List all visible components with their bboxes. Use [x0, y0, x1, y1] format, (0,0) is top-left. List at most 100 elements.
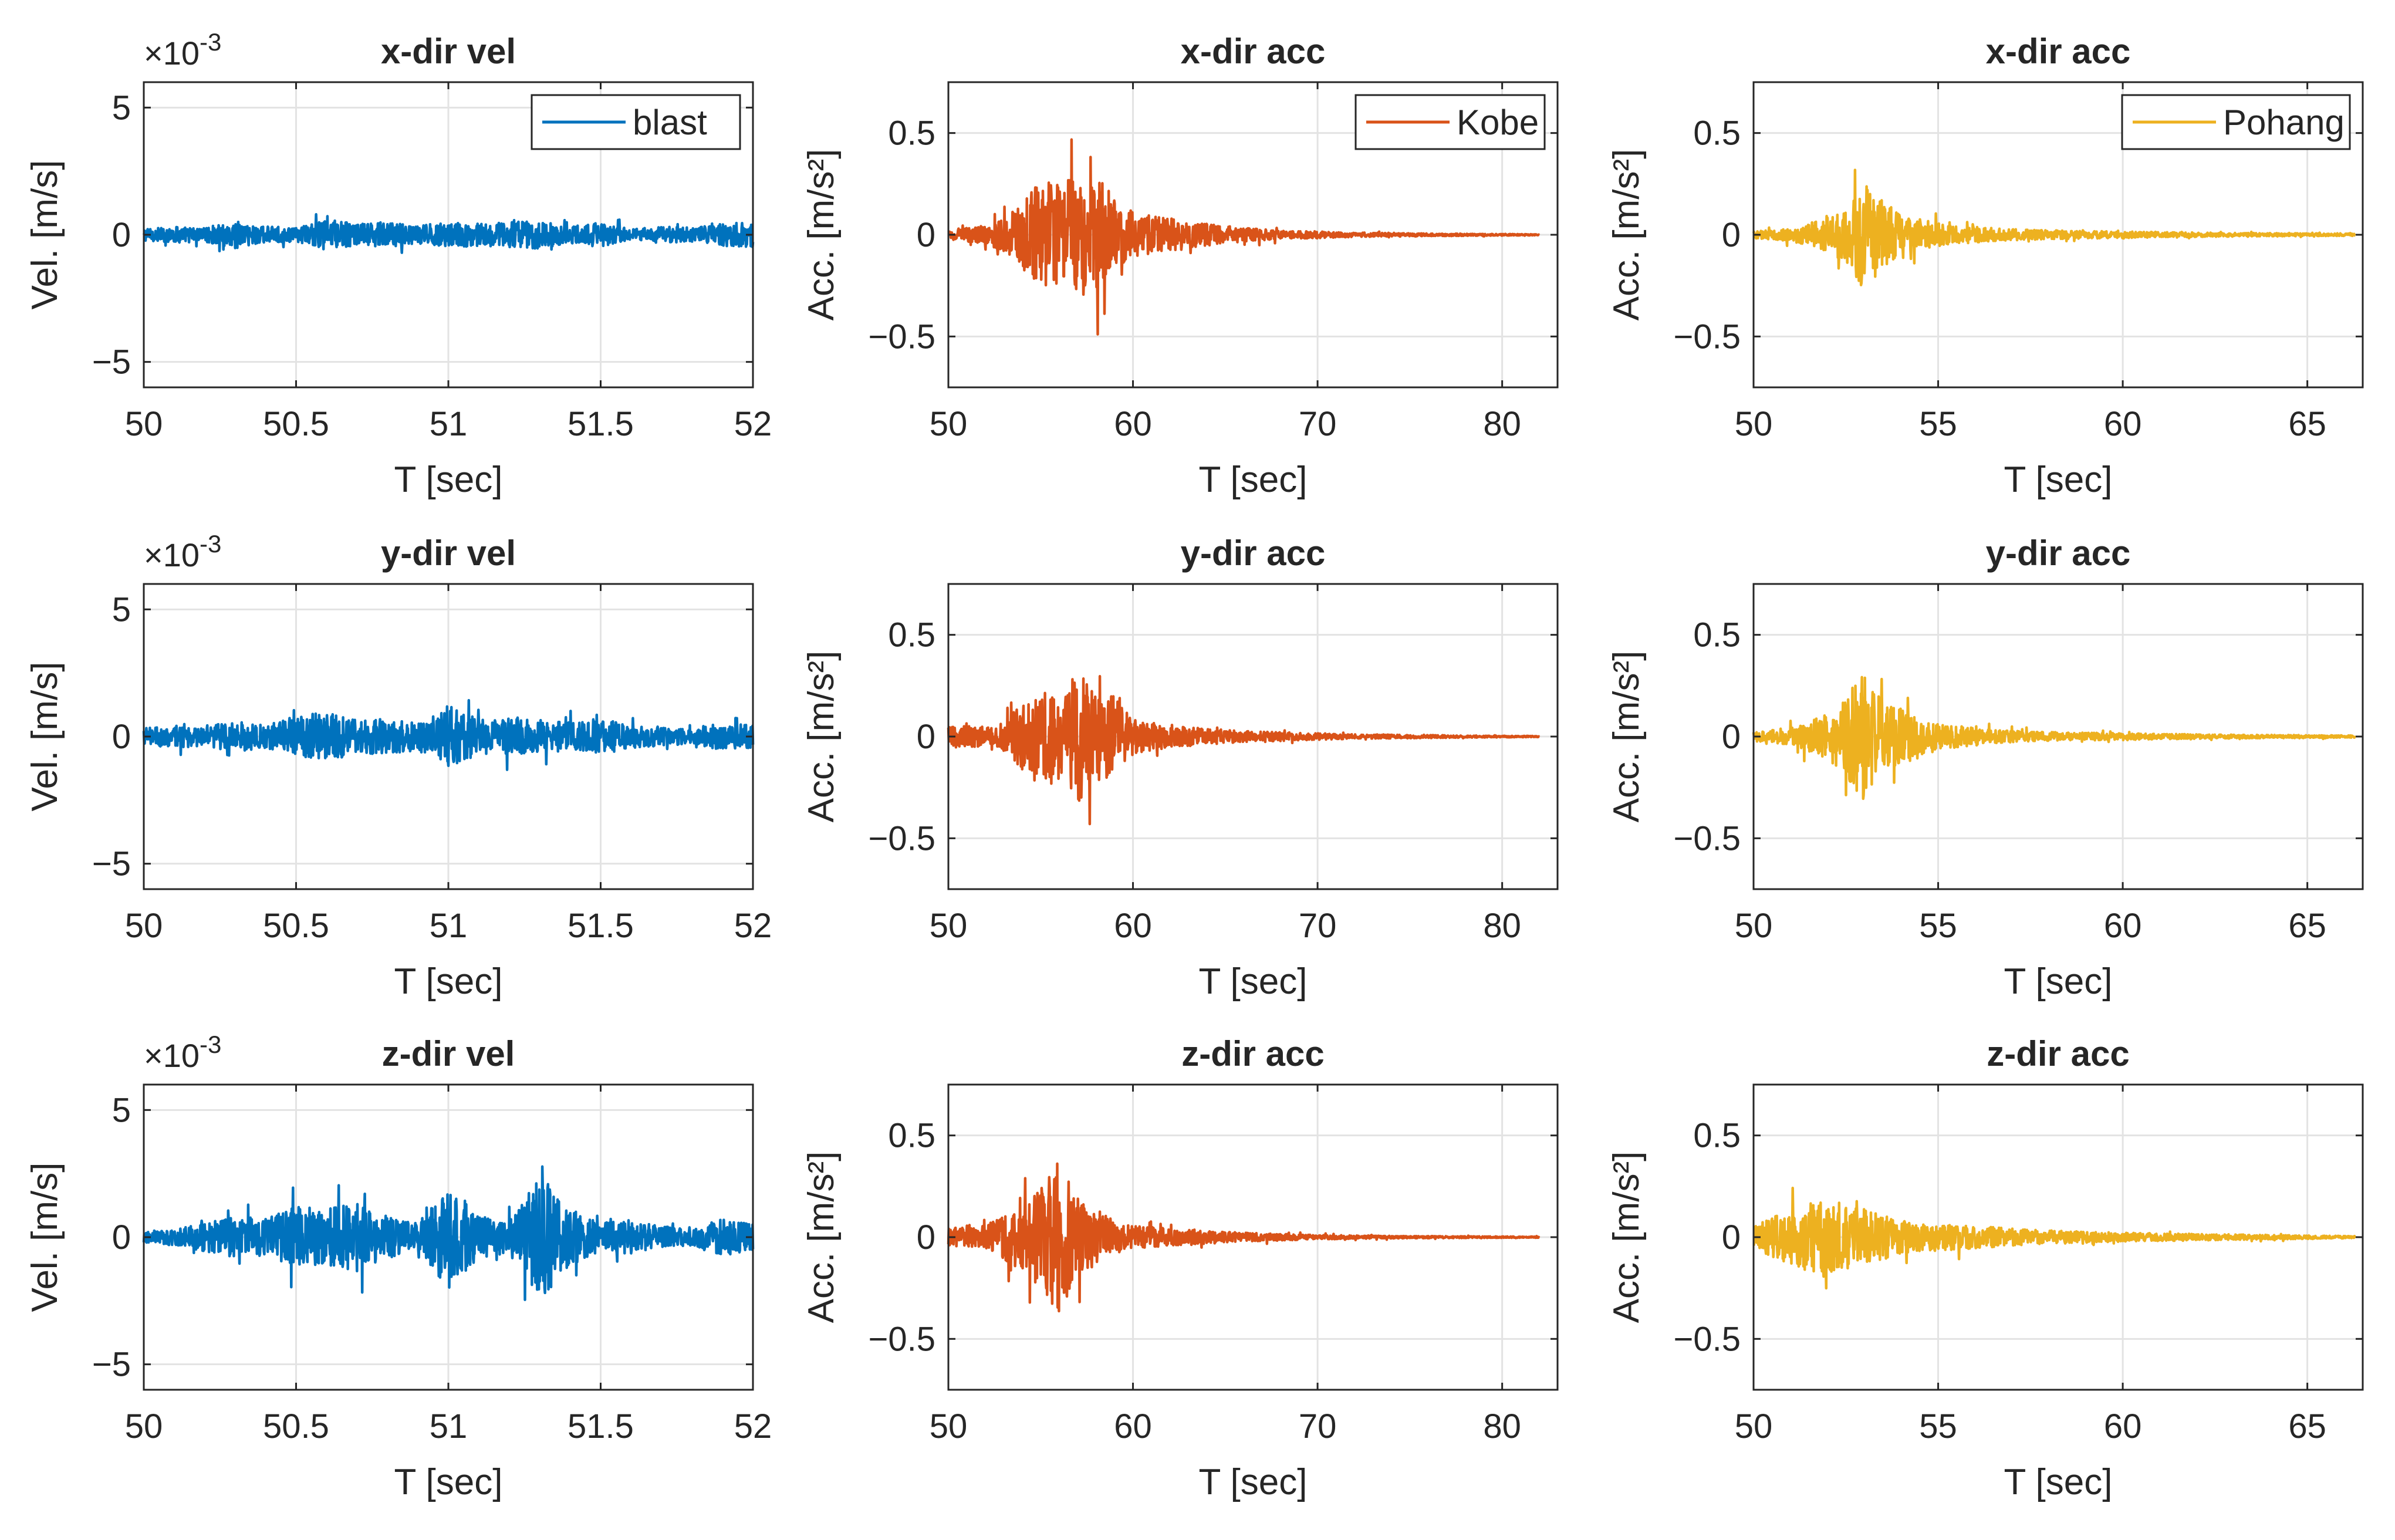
y-axis-label: Acc. [m/s²]	[801, 1151, 842, 1323]
x-tick-label: 51.5	[567, 405, 634, 443]
y-tick-label: −0.5	[869, 819, 936, 857]
x-tick-label: 50	[1735, 405, 1773, 443]
legend: Kobe	[1354, 94, 1546, 150]
x-tick-label: 50	[125, 405, 163, 443]
legend-entry-label: Kobe	[1457, 103, 1539, 142]
x-tick-label: 70	[1299, 1407, 1337, 1446]
x-tick-label: 51	[430, 907, 468, 945]
y-tick-label: −0.5	[1674, 1320, 1741, 1358]
x-tick-label: 50	[1735, 907, 1773, 945]
x-tick-label: 60	[2104, 907, 2142, 945]
x-axis-label: T [sec]	[1199, 961, 1308, 1002]
x-tick-label: 70	[1299, 907, 1337, 945]
y-tick-label: 5	[112, 590, 131, 629]
chart-title: x-dir acc	[1181, 32, 1326, 71]
y-tick-label: 0	[1722, 1218, 1741, 1257]
signal-line-series	[947, 675, 1541, 826]
x-tick-label: 50	[125, 1407, 163, 1446]
y-exponent-label: ×10-3	[144, 28, 221, 72]
chart-panel-4: 50 50.5 51 51.5 52 −5 0 5 y-dir vel T [sec] Vel. […	[25, 530, 772, 1002]
legend-entry-label: Pohang	[2223, 103, 2345, 142]
y-axis-label: Vel. [m/s]	[25, 1163, 65, 1312]
y-tick-label: −0.5	[1674, 318, 1741, 356]
y-tick-label: 5	[112, 89, 131, 127]
x-tick-label: 80	[1483, 907, 1521, 945]
chart-panel-3: 50 55 60 65 −0.5 0 0.5 x-dir acc T [sec] Acc. [m/…	[1606, 32, 2364, 500]
y-exponent-power: -3	[200, 28, 221, 56]
legend: Pohang	[2121, 94, 2351, 150]
x-tick-label: 55	[1919, 405, 1957, 443]
x-axis-label: T [sec]	[1199, 1462, 1308, 1502]
chart-panel-6: 50 55 60 65 −0.5 0 0.5 y-dir acc T [sec] Acc. [m/…	[1606, 533, 2364, 1002]
x-tick-label: 50.5	[263, 405, 329, 443]
x-tick-label: 50	[930, 405, 968, 443]
y-tick-label: −0.5	[869, 318, 936, 356]
x-tick-label: 51.5	[567, 1407, 634, 1446]
x-tick-label: 50.5	[263, 1407, 329, 1446]
x-axis-label: T [sec]	[2004, 1462, 2113, 1502]
y-tick-label: 0	[917, 718, 935, 756]
x-tick-label: 50	[930, 907, 968, 945]
x-tick-label: 51.5	[567, 907, 634, 945]
x-tick-label: 60	[2104, 1407, 2142, 1446]
y-tick-label: −0.5	[1674, 819, 1741, 857]
x-tick-label: 51	[430, 1407, 468, 1446]
signal-line-kobe	[947, 138, 1541, 336]
x-tick-label: 80	[1483, 405, 1521, 443]
y-tick-label: −0.5	[869, 1320, 936, 1358]
y-axis-label: Acc. [m/s²]	[801, 149, 842, 321]
y-tick-label: −5	[92, 845, 131, 883]
chart-title: y-dir acc	[1181, 533, 1326, 573]
y-tick-label: 0.5	[1693, 114, 1741, 153]
y-tick-label: 0	[1722, 718, 1741, 756]
y-tick-label: 0	[1722, 216, 1741, 254]
y-tick-label: 0	[917, 1218, 935, 1257]
signal-line-pohang	[1752, 168, 2356, 286]
chart-title: y-dir vel	[381, 533, 516, 573]
x-tick-label: 52	[734, 405, 772, 443]
x-axis-label: T [sec]	[2004, 460, 2113, 500]
x-axis-label: T [sec]	[394, 961, 503, 1002]
x-tick-label: 60	[1114, 1407, 1152, 1446]
y-axis-label: Acc. [m/s²]	[1606, 1151, 1647, 1323]
y-exponent-label: ×10-3	[144, 1031, 221, 1074]
x-axis-label: T [sec]	[2004, 961, 2113, 1002]
chart-panel-8: 50 60 70 80 −0.5 0 0.5 z-dir acc T [sec] Acc. [m/…	[801, 1034, 1559, 1502]
y-tick-label: 0	[112, 216, 131, 254]
x-tick-label: 65	[2288, 1407, 2326, 1446]
x-tick-label: 50	[125, 907, 163, 945]
chart-title: y-dir acc	[1986, 533, 2131, 573]
y-tick-label: −5	[92, 1346, 131, 1384]
chart-title: z-dir acc	[1181, 1034, 1324, 1073]
x-tick-label: 70	[1299, 405, 1337, 443]
x-axis-label: T [sec]	[1199, 460, 1308, 500]
y-tick-label: 0.5	[888, 114, 935, 153]
signal-line-series	[1752, 676, 2357, 801]
chart-panel-1: 50 50.5 51 51.5 52 −5 0 5 x-dir vel T [sec] Vel. […	[25, 28, 772, 500]
signal-line-series	[142, 1165, 755, 1301]
x-tick-label: 55	[1919, 907, 1957, 945]
chart-panel-5: 50 60 70 80 −0.5 0 0.5 y-dir acc T [sec] Acc. [m/…	[801, 533, 1559, 1002]
y-tick-label: 0.5	[888, 1117, 935, 1155]
chart-title: x-dir acc	[1986, 32, 2131, 71]
chart-title: z-dir acc	[1987, 1034, 2129, 1073]
signal-line-blast	[142, 213, 755, 254]
x-tick-label: 60	[2104, 405, 2142, 443]
y-tick-label: 0	[917, 216, 935, 254]
x-tick-label: 52	[734, 1407, 772, 1446]
y-axis-label: Vel. [m/s]	[25, 662, 65, 812]
y-tick-label: 0.5	[1693, 1117, 1741, 1155]
x-tick-label: 65	[2288, 405, 2326, 443]
x-tick-label: 50	[1735, 1407, 1773, 1446]
y-axis-label: Acc. [m/s²]	[1606, 651, 1647, 823]
y-axis-label: Acc. [m/s²]	[1606, 149, 1647, 321]
legend-entry-label: blast	[633, 103, 707, 142]
chart-title: x-dir vel	[381, 32, 516, 71]
chart-panel-7: 50 50.5 51 51.5 52 −5 0 5 z-dir vel T [sec] Vel. […	[25, 1031, 772, 1502]
x-tick-label: 50.5	[263, 907, 329, 945]
x-tick-label: 80	[1483, 1407, 1521, 1446]
chart-panel-9: 50 55 60 65 −0.5 0 0.5 z-dir acc T [sec] Acc. [m/…	[1606, 1034, 2364, 1502]
y-axis-label: Vel. [m/s]	[25, 160, 65, 310]
x-tick-label: 60	[1114, 907, 1152, 945]
y-tick-label: 0	[112, 1218, 131, 1257]
